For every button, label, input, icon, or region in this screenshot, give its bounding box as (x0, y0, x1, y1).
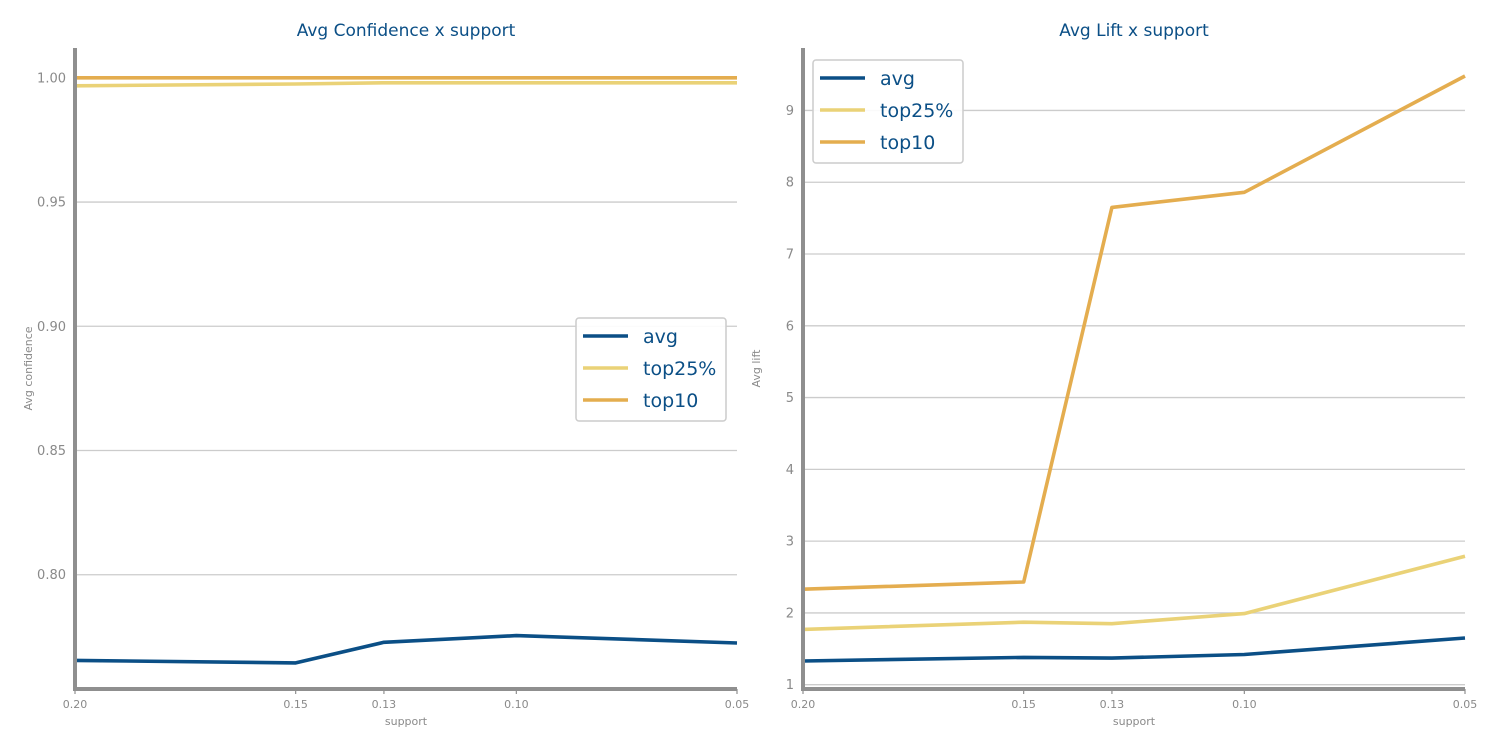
chart2-x-tick-label: 0.13 (1100, 698, 1125, 711)
chart2-legend-label-top10: top10 (880, 132, 935, 154)
chart1-x-tick-label: 0.20 (63, 698, 88, 711)
chart2-y-tick-label: 3 (786, 535, 794, 550)
chart2-y-tick-label: 2 (786, 606, 794, 621)
chart2-y-tick-label: 7 (786, 248, 794, 263)
chart2-series-top10-line (802, 74, 1466, 591)
chart2-x-tick-label: 0.15 (1011, 698, 1036, 711)
chart1-y-axis-label: Avg confidence (22, 326, 35, 410)
chart2-x-tick-label: 0.20 (791, 698, 816, 711)
chart1-x-tick-label: 0.10 (504, 698, 529, 711)
chart2-y-tick-label: 1 (786, 678, 794, 693)
chart1-title: Avg Confidence x support (297, 21, 516, 41)
chart1-series-top25-line (74, 81, 737, 88)
chart2-x-axis-label: support (1113, 715, 1156, 728)
chart2-y-axis-label: Avg lift (750, 349, 763, 388)
chart1-legend-box (575, 317, 727, 422)
chart2-y-tick-label: 8 (786, 176, 794, 191)
chart1-y-tick-label: 0.85 (37, 444, 66, 459)
chart1-y-tick-label: 0.80 (37, 568, 66, 583)
chart2-legend-label-top25: top25% (880, 100, 953, 122)
chart1-y-tick-label: 0.95 (37, 196, 66, 211)
chart2-x-tick-label: 0.10 (1232, 698, 1257, 711)
chart1-legend-label-top25: top25% (643, 358, 716, 380)
chart1-y-tick-label: 0.90 (37, 320, 66, 335)
chart1-x-tick-label: 0.05 (725, 698, 750, 711)
chart2-y-tick-label: 6 (786, 319, 794, 334)
chart2-y-tick-label: 5 (786, 391, 794, 406)
chart2-series-top25-line (802, 554, 1466, 632)
chart1-y-tick-label: 1.00 (37, 71, 66, 86)
chart2-y-tick-label: 9 (786, 104, 794, 119)
chart1-x-tick-label: 0.15 (283, 698, 308, 711)
chart1-series-avg-line (74, 633, 738, 665)
chart2-legend-label-avg: avg (880, 68, 915, 90)
chart2-title: Avg Lift x support (1059, 21, 1209, 41)
chart2-y-tick-label: 4 (786, 463, 794, 478)
chart2-x-tick-label: 0.05 (1453, 698, 1478, 711)
chart1-legend-label-top10: top10 (643, 390, 698, 412)
chart2-series-avg-line (802, 636, 1466, 663)
chart1-legend-label-avg: avg (643, 326, 678, 348)
chart1-x-axis-label: support (385, 715, 428, 728)
chart2-legend-box (812, 59, 964, 164)
chart1-x-tick-label: 0.13 (372, 698, 397, 711)
